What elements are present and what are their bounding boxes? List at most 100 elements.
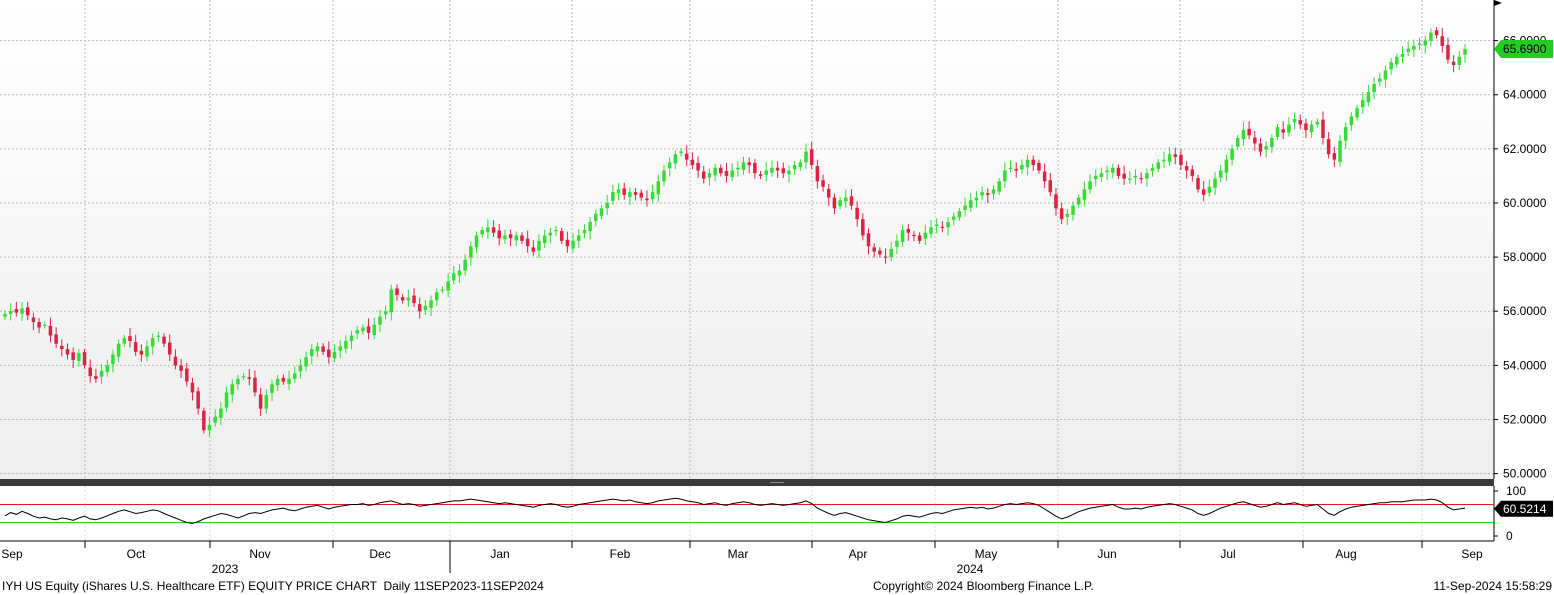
candle-body [1145, 173, 1149, 179]
candle-body [446, 281, 450, 291]
candle-body [469, 246, 473, 258]
candle-body [968, 200, 973, 208]
candle-body [43, 324, 47, 326]
candle-body [946, 221, 950, 228]
month-label-7: Apr [849, 547, 868, 561]
candle-body [412, 295, 416, 304]
candle-body [1207, 186, 1212, 193]
candle-body [889, 248, 893, 258]
candle-body [1224, 159, 1229, 173]
candle-body [1400, 54, 1405, 57]
candle-body [31, 317, 36, 323]
month-label-8: May [975, 547, 998, 561]
candle-body [372, 324, 377, 336]
candle-body [872, 247, 876, 252]
candle-body [1122, 173, 1126, 179]
candle-body [1128, 178, 1132, 180]
candle-body [1065, 213, 1070, 218]
candle-body [145, 346, 149, 357]
candle-body [37, 322, 41, 328]
candle-body [167, 342, 172, 355]
candle-body [406, 297, 411, 301]
candle-body [355, 330, 359, 334]
candle-body [1082, 189, 1087, 200]
candle-body [1417, 43, 1422, 45]
candle-body [815, 166, 820, 182]
candle-body [1014, 168, 1018, 171]
month-label-4: Jan [490, 547, 509, 561]
candle-body [1093, 175, 1098, 180]
rsi-panel: 100 0 [0, 484, 1526, 543]
candle-body [1111, 167, 1115, 173]
panel-divider[interactable] [0, 479, 1494, 486]
candle-body [321, 346, 325, 352]
candle-body [707, 173, 712, 178]
candle-body [1258, 143, 1263, 152]
candle-body [565, 239, 570, 247]
candle-body [1071, 205, 1075, 215]
candle-body [224, 392, 229, 408]
candle-body [616, 189, 621, 194]
candle-body [88, 367, 92, 377]
candle-body [844, 197, 848, 202]
candle-body [809, 149, 814, 166]
candle-body [1190, 169, 1195, 176]
copyright-text: Copyright© 2024 Bloomberg Finance L.P. [873, 579, 1094, 593]
timestamp-text: 11-Sep-2024 15:58:29 [1433, 579, 1552, 593]
candle-body [696, 162, 700, 171]
candle-body [48, 325, 53, 336]
ticker-caption: IYH US Equity (iShares U.S. Healthcare E… [2, 579, 544, 593]
candle-body [849, 196, 854, 206]
candle-body [1184, 166, 1189, 171]
candle-body [525, 238, 530, 247]
time-axis: Sep Oct Nov Dec Jan Feb Mar Apr May Jun Jul Aug Sep 2… [1, 541, 1483, 576]
candle-body [639, 192, 644, 198]
candle-body [1434, 30, 1439, 36]
last-rsi-tag: 60.5214 [1494, 500, 1553, 517]
candle-body [963, 205, 967, 211]
candle-body [1201, 189, 1206, 195]
price-tick-label-2: 54.0000 [1503, 358, 1547, 372]
candle-body [389, 289, 394, 313]
candle-body [826, 188, 831, 198]
candle-body [1241, 129, 1246, 140]
candle-body [548, 232, 553, 236]
candle-body [724, 171, 729, 176]
candle-body [577, 235, 581, 241]
candle-body [1343, 127, 1348, 141]
candle-body [491, 227, 496, 233]
month-label-0: Sep [1, 547, 23, 561]
candle-body [230, 384, 234, 395]
candle-body [1156, 162, 1160, 169]
price-chart: 50.0000 52.0000 54.0000 56.0000 58.0000 60.00… [0, 0, 1553, 576]
candle-body [219, 408, 223, 418]
candle-body [957, 211, 962, 218]
candlestick-series [3, 27, 1467, 437]
candle-body [60, 345, 64, 350]
candle-body [1366, 92, 1371, 103]
candle-body [111, 354, 115, 365]
candle-body [633, 192, 638, 195]
candle-body [1315, 121, 1320, 125]
candle-body [173, 356, 178, 366]
candle-body [951, 216, 956, 220]
candle-body [253, 377, 257, 393]
candle-body [1236, 138, 1240, 147]
candle-body [531, 247, 536, 252]
candle-body [1264, 146, 1268, 150]
candle-body [196, 391, 200, 409]
rsi-tick-label-0: 100 [1506, 484, 1526, 498]
candle-body [1332, 153, 1337, 160]
candle-body [452, 273, 456, 281]
candle-body [497, 230, 502, 239]
candle-body [878, 250, 882, 255]
candle-body [133, 342, 138, 352]
candle-body [923, 232, 928, 239]
candle-body [213, 416, 217, 423]
candle-body [594, 213, 598, 221]
candle-body [417, 304, 422, 312]
candle-body [1309, 124, 1314, 133]
price-axis-ticks: 50.0000 52.0000 54.0000 56.0000 58.0000 60.00… [1494, 34, 1547, 481]
candle-body [605, 202, 609, 209]
candle-body [361, 327, 365, 332]
